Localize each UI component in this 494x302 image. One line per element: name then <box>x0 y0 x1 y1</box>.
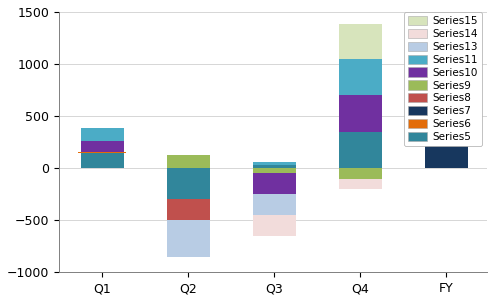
Bar <box>338 132 381 168</box>
Bar <box>338 95 381 132</box>
Bar <box>338 24 381 59</box>
Bar <box>252 165 295 168</box>
Bar <box>81 152 124 168</box>
Bar <box>338 168 381 178</box>
Bar <box>166 168 209 199</box>
Bar <box>252 194 295 215</box>
Bar <box>166 220 209 257</box>
Bar <box>81 141 124 152</box>
Bar <box>252 215 295 236</box>
Bar <box>338 59 381 95</box>
Bar <box>252 168 295 173</box>
Bar <box>252 162 295 165</box>
Bar <box>425 134 468 168</box>
Bar <box>81 127 124 141</box>
Bar <box>166 155 209 168</box>
Bar <box>252 173 295 194</box>
Legend: Series15, Series14, Series13, Series11, Series10, Series9, Series8, Series7, Ser: Series15, Series14, Series13, Series11, … <box>404 12 482 146</box>
Bar <box>166 199 209 220</box>
Bar <box>338 178 381 189</box>
Bar <box>79 152 126 153</box>
Bar <box>425 99 468 134</box>
